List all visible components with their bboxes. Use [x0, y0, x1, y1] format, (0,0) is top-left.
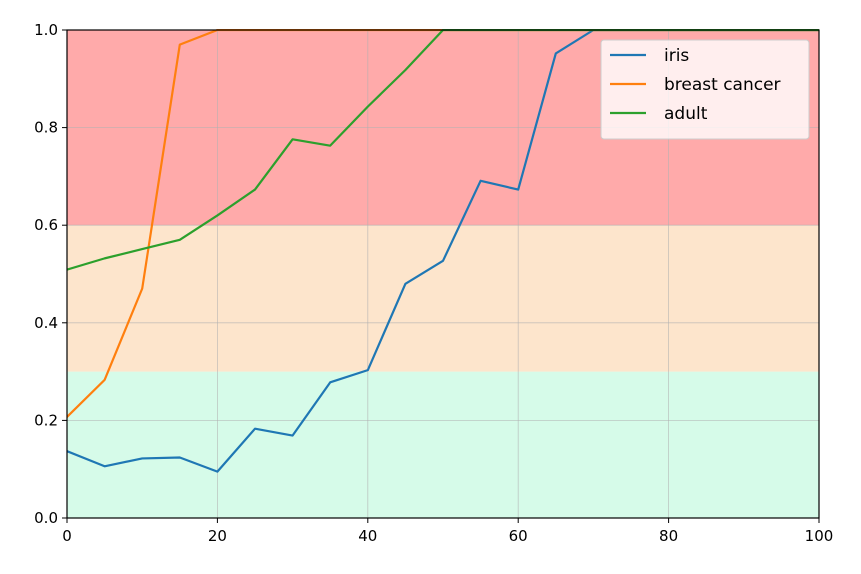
- x-tick-label: 20: [208, 527, 227, 545]
- x-tick-label: 60: [509, 527, 528, 545]
- y-tick-label: 1.0: [34, 21, 58, 39]
- band-0: [67, 371, 819, 518]
- y-tick-label: 0.4: [34, 314, 58, 332]
- x-tick-label: 0: [62, 527, 72, 545]
- y-axis: 0.0 0.2 0.4 0.6 0.8 1.0: [34, 21, 67, 527]
- y-tick-label: 0.2: [34, 411, 58, 429]
- x-tick-label: 80: [659, 527, 678, 545]
- x-axis: 0 20 40 60 80 100: [62, 518, 833, 545]
- legend-label: iris: [664, 46, 689, 66]
- x-tick-label: 40: [358, 527, 377, 545]
- y-tick-label: 0.0: [34, 509, 58, 527]
- y-tick-label: 0.8: [34, 119, 58, 137]
- legend-box: [600, 39, 810, 140]
- grid-lines: [66, 29, 820, 519]
- x-tick-label: 100: [805, 527, 834, 545]
- legend-label: adult: [664, 104, 708, 124]
- y-tick-label: 0.6: [34, 216, 58, 234]
- plot-frame: [66, 29, 820, 519]
- band-1: [67, 225, 819, 372]
- legend: iris breast cancer adult: [600, 39, 810, 140]
- legend-label: breast cancer: [664, 75, 781, 95]
